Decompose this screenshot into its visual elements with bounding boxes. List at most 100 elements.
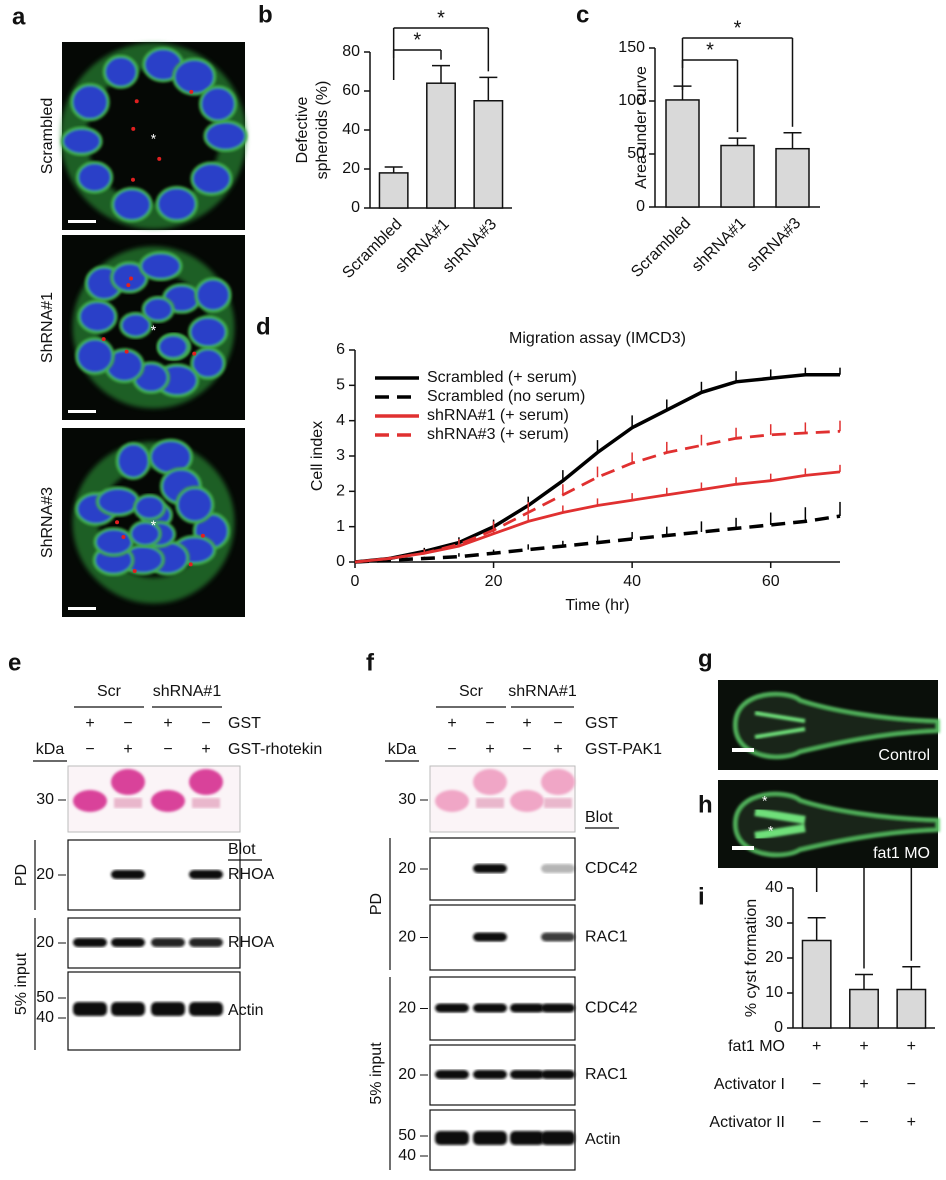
y-tick-label: 2 bbox=[336, 483, 345, 500]
blot-band bbox=[151, 1002, 185, 1016]
x-tick-label: 0 bbox=[351, 573, 360, 590]
micrograph: * bbox=[62, 428, 245, 617]
puncta bbox=[192, 351, 197, 356]
panel-letter: b bbox=[258, 1, 273, 28]
nucleus bbox=[155, 185, 199, 223]
legend-label: shRNA#3 (+ serum) bbox=[427, 426, 569, 443]
blot-band bbox=[189, 1002, 223, 1016]
nucleus bbox=[203, 120, 248, 152]
nucleus bbox=[75, 160, 114, 194]
blot-label: CDC42 bbox=[585, 860, 638, 877]
section-label: PD bbox=[368, 893, 385, 915]
puncta bbox=[200, 533, 205, 538]
scale-bar bbox=[68, 410, 96, 413]
blot-band bbox=[435, 1070, 469, 1079]
x-tick-label: Scrambled bbox=[339, 216, 405, 282]
section-label: PD bbox=[13, 864, 30, 886]
treatment-mark: + bbox=[201, 741, 210, 758]
x-tick-label: shRNA#3 bbox=[744, 215, 805, 276]
x-tick-label: 20 bbox=[485, 573, 503, 590]
panel-letter: g bbox=[698, 645, 713, 672]
puncta bbox=[188, 562, 193, 567]
nucleus bbox=[188, 315, 229, 349]
puncta bbox=[189, 89, 194, 94]
panel-letter: a bbox=[12, 3, 26, 30]
panel-letter: d bbox=[256, 313, 271, 340]
kda-label: kDa bbox=[36, 741, 65, 758]
nucleus bbox=[95, 486, 141, 517]
y-tick-label: 50 bbox=[627, 145, 645, 162]
embryo-outline bbox=[732, 691, 940, 760]
blot-label: RHOA bbox=[228, 934, 275, 951]
ponceau-band bbox=[473, 769, 507, 795]
lane-group-label: Scr bbox=[97, 683, 122, 700]
y-tick-label: 5 bbox=[336, 377, 345, 394]
y-tick-label: 0 bbox=[636, 198, 645, 215]
y-tick-label: 80 bbox=[342, 43, 360, 60]
blot-band bbox=[541, 1003, 575, 1013]
scale-bar bbox=[68, 220, 96, 223]
puncta bbox=[126, 283, 131, 288]
condition-mark: − bbox=[812, 1114, 821, 1131]
ponceau-band bbox=[151, 790, 185, 812]
y-axis-label: % cyst formation bbox=[743, 899, 760, 1017]
nucleus bbox=[133, 493, 167, 521]
cyst-asterisk: * bbox=[762, 793, 768, 809]
blot-band bbox=[435, 1003, 469, 1013]
bar bbox=[378, 172, 409, 209]
y-axis-label: Cell index bbox=[309, 421, 326, 491]
nucleus bbox=[190, 161, 233, 196]
y-tick-label: 6 bbox=[336, 341, 345, 358]
blot-band bbox=[473, 1070, 507, 1079]
treatment-label: GST-PAK1 bbox=[585, 741, 662, 758]
blot-band bbox=[510, 1003, 544, 1013]
scale-bar bbox=[732, 846, 754, 850]
blot-band bbox=[510, 1070, 544, 1079]
nucleus bbox=[75, 337, 115, 375]
mw-marker: 20 bbox=[398, 860, 416, 877]
y-tick-label: 60 bbox=[342, 82, 360, 99]
mw-marker: 20 bbox=[398, 929, 416, 946]
mw-marker: 30 bbox=[398, 791, 416, 808]
bar bbox=[775, 147, 810, 208]
blot-band bbox=[111, 938, 145, 947]
nucleus bbox=[70, 82, 110, 122]
treatment-label: GST bbox=[228, 715, 261, 732]
blot-band bbox=[473, 864, 507, 873]
treatment-mark: + bbox=[85, 715, 94, 732]
blot-band bbox=[541, 932, 575, 942]
lumen-asterisk: * bbox=[151, 131, 157, 147]
lumen-asterisk: * bbox=[151, 322, 157, 338]
puncta bbox=[134, 99, 139, 104]
condition-mark: + bbox=[859, 1076, 868, 1093]
y-tick-label: 0 bbox=[336, 553, 345, 570]
y-tick-label: 10 bbox=[765, 984, 783, 1001]
treatment-label: GST bbox=[585, 715, 618, 732]
pronephros bbox=[754, 711, 806, 739]
treatment-mark: + bbox=[485, 741, 494, 758]
micrograph: * bbox=[62, 235, 245, 420]
treatment-mark: − bbox=[201, 715, 210, 732]
significance-label: * bbox=[437, 7, 445, 29]
y-axis-label: spheroids (%) bbox=[314, 81, 331, 180]
blot-label: CDC42 bbox=[585, 1000, 638, 1017]
blot-band bbox=[473, 1003, 507, 1013]
ponceau-band bbox=[114, 798, 142, 808]
puncta bbox=[124, 349, 129, 354]
mw-marker: 20 bbox=[36, 866, 54, 883]
blot-header: Blot bbox=[585, 809, 613, 826]
nucleus bbox=[172, 57, 217, 96]
chart-title: Migration assay (IMCD3) bbox=[509, 330, 686, 347]
y-tick-label: 1 bbox=[336, 518, 345, 535]
y-tick-label: 4 bbox=[336, 412, 345, 429]
blot-band bbox=[435, 1131, 469, 1145]
scale-bar bbox=[732, 748, 754, 752]
panel-letter: h bbox=[698, 791, 713, 818]
treatment-mark: − bbox=[522, 741, 531, 758]
image-caption: fat1 MO bbox=[873, 845, 930, 862]
blot-band bbox=[111, 1002, 145, 1016]
y-axis-label: Area under curve bbox=[633, 66, 650, 189]
legend-label: Scrambled (no serum) bbox=[427, 388, 585, 405]
bar bbox=[849, 988, 879, 1029]
